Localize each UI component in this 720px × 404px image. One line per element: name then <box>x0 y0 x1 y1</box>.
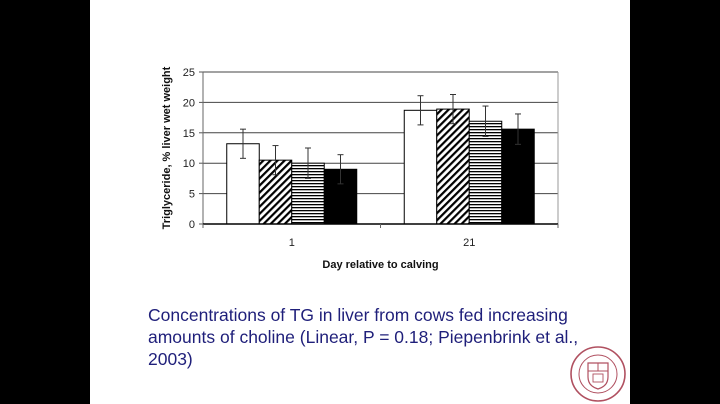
slide: 0 5 10 15 20 25 1 21 Day relative to calving Trig… <box>90 0 630 404</box>
y-tick-label: 15 <box>183 128 195 140</box>
bar-chart: 0 5 10 15 20 25 1 21 Day relative to calving Trig… <box>161 66 559 271</box>
y-tick-label: 25 <box>183 67 195 79</box>
y-tick-label: 10 <box>183 158 195 170</box>
slide-caption: Concentrations of TG in liver from cows … <box>148 305 579 369</box>
y-tick-label: 0 <box>189 219 195 231</box>
y-axis-label: Triglyceride, % liver wet weight <box>161 66 173 229</box>
y-tick-label: 5 <box>189 189 195 201</box>
x-tick-label: 21 <box>463 237 475 249</box>
y-tick-label: 20 <box>183 97 195 109</box>
cornell-seal-icon <box>570 346 626 402</box>
bar <box>436 108 470 225</box>
bar <box>403 109 438 225</box>
x-tick-label: 1 <box>289 237 295 249</box>
x-axis-label: Day relative to calving <box>322 259 438 271</box>
